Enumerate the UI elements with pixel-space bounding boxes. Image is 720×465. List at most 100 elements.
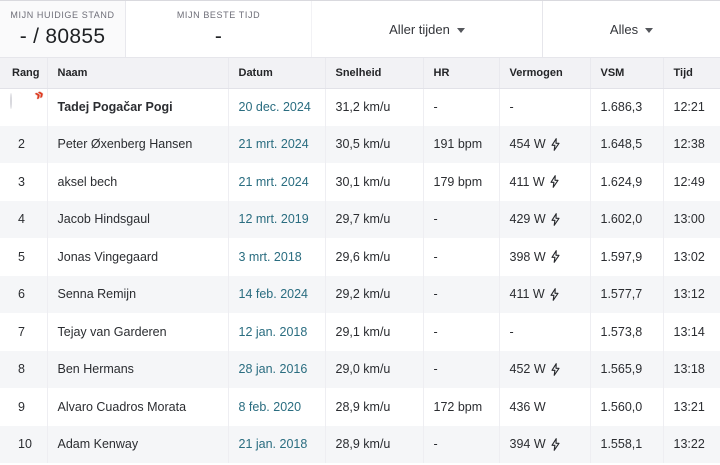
effort-date-link[interactable]: 21 jan. 2018 <box>238 437 308 452</box>
athlete-name: Tadej Pogačar Pogi <box>57 100 173 114</box>
effort-date-link[interactable]: 28 jan. 2016 <box>238 362 308 377</box>
effort-date-link[interactable]: 12 mrt. 2019 <box>238 212 309 227</box>
effort-date-link[interactable]: 14 feb. 2024 <box>238 287 309 302</box>
effort-date-link[interactable]: 12 jan. 2018 <box>238 324 308 339</box>
hr-cell: - <box>423 425 500 463</box>
chevron-down-icon <box>645 27 654 33</box>
hr-cell: - <box>423 275 500 313</box>
vsm-cell: 1.558,1 <box>590 425 664 463</box>
table-row: 5 » Jonas Vingegaard 3 mrt. 2018 29,6 km… <box>0 238 720 276</box>
vsm-cell: 1.577,7 <box>590 275 664 313</box>
rank-number: 3 <box>18 174 25 189</box>
power-meter-bolt-icon <box>551 437 560 451</box>
rank-cell: 2 » <box>0 125 48 163</box>
rank-cell: 6 » <box>0 275 48 313</box>
date-cell: 20 dec. 2024 <box>228 88 326 126</box>
vsm-cell: 1.624,9 <box>590 163 664 201</box>
column-header-vsm: VSM <box>590 58 664 89</box>
rank-cell: 3 » <box>0 163 48 201</box>
time-filter-dropdown[interactable]: Aller tijden <box>312 1 543 57</box>
athlete-name: Adam Kenway <box>57 437 139 452</box>
date-cell: 21 mrt. 2024 <box>228 125 326 163</box>
leaderboard-table: Rang Naam Datum Snelheid HR Vermogen VSM… <box>0 58 720 463</box>
vsm-cell: 1.686,3 <box>590 88 664 126</box>
rank-cell: 7 » <box>0 313 48 351</box>
column-header-rank: Rang <box>0 58 48 89</box>
date-cell: 14 feb. 2024 <box>228 275 326 313</box>
speed-cell: 29,1 km/u <box>325 313 424 351</box>
power-cell: 429 W <box>499 200 591 238</box>
best-time-stat: MIJN BESTE TIJD - <box>126 1 312 57</box>
power-cell: 452 W <box>499 350 591 388</box>
date-cell: 21 mrt. 2024 <box>228 163 326 201</box>
effort-date-link[interactable]: 21 mrt. 2024 <box>238 174 309 189</box>
speed-cell: 28,9 km/u <box>325 388 424 426</box>
column-header-speed: Snelheid <box>325 58 424 89</box>
athlete-name: Jonas Vingegaard <box>57 249 159 264</box>
date-cell: 3 mrt. 2018 <box>228 238 326 276</box>
rank-cell: 9 » <box>0 388 48 426</box>
table-row: 2 » Peter Øxenberg Hansen 21 mrt. 2024 3… <box>0 125 720 163</box>
category-filter-dropdown[interactable]: Alles <box>543 1 720 57</box>
effort-date-link[interactable]: 8 feb. 2020 <box>238 399 302 414</box>
athlete-name: Jacob Hindsgaul <box>57 212 150 227</box>
power-cell: - <box>499 313 591 351</box>
hr-cell: - <box>423 350 500 388</box>
hr-cell: 191 bpm <box>423 125 500 163</box>
power-meter-bolt-icon <box>551 250 560 264</box>
time-cell: 13:02 <box>673 249 705 264</box>
chevron-down-icon <box>456 27 465 33</box>
time-cell: 12:21 <box>673 100 705 114</box>
power-value: 454 W <box>509 137 546 152</box>
speed-cell: 29,6 km/u <box>325 238 424 276</box>
time-filter-label: Aller tijden <box>389 21 450 37</box>
date-cell: 12 mrt. 2019 <box>228 200 326 238</box>
athlete-name: Ben Hermans <box>57 362 134 377</box>
current-standing-label: MIJN HUIDIGE STAND <box>10 9 115 20</box>
hr-cell: - <box>423 88 500 126</box>
vsm-cell: 1.560,0 <box>590 388 664 426</box>
speed-cell: 29,0 km/u <box>325 350 424 388</box>
rank-number: 9 <box>18 399 25 414</box>
effort-date-link[interactable]: 20 dec. 2024 <box>238 100 311 114</box>
power-cell: - <box>499 88 591 126</box>
power-value: - <box>509 324 514 339</box>
vsm-cell: 1.565,9 <box>590 350 664 388</box>
power-meter-bolt-icon <box>550 175 559 189</box>
power-cell: 411 W <box>499 163 591 201</box>
name-cell: Jacob Hindsgaul <box>47 200 229 238</box>
vsm-cell: 1.597,9 <box>590 238 664 276</box>
leaderboard-topbar: MIJN HUIDIGE STAND - / 80855 MIJN BESTE … <box>0 0 720 58</box>
table-row: 9 » Alvaro Cuadros Morata 8 feb. 2020 28… <box>0 388 720 426</box>
best-time-label: MIJN BESTE TIJD <box>176 9 261 20</box>
speed-cell: 30,5 km/u <box>325 125 424 163</box>
table-row: 10 » Adam Kenway 21 jan. 2018 28,9 km/u … <box>0 425 720 463</box>
rank-number: 6 <box>18 287 25 302</box>
table-row: 6 » Senna Remijn 14 feb. 2024 29,2 km/u … <box>0 275 720 313</box>
name-cell: Jonas Vingegaard <box>47 238 229 276</box>
effort-date-link[interactable]: 21 mrt. 2024 <box>238 137 309 152</box>
time-cell: 13:21 <box>673 399 705 414</box>
rank-cell: 8 » <box>0 350 48 388</box>
column-header-hr: HR <box>423 58 500 89</box>
time-cell: 13:00 <box>673 212 705 227</box>
speed-cell: 31,2 km/u <box>325 88 424 126</box>
name-cell: Adam Kenway <box>47 425 229 463</box>
rank-cell: » <box>0 88 48 126</box>
rank-number: 10 <box>18 437 32 452</box>
athlete-name: Alvaro Cuadros Morata <box>57 399 187 414</box>
time-cell: 12:38 <box>673 137 705 152</box>
name-cell: Alvaro Cuadros Morata <box>47 388 229 426</box>
rank-cell: 10 » <box>0 425 48 463</box>
effort-date-link[interactable]: 3 mrt. 2018 <box>238 249 302 264</box>
athlete-name: aksel bech <box>57 174 118 189</box>
power-meter-bolt-icon <box>551 362 560 376</box>
power-cell: 398 W <box>499 238 591 276</box>
time-cell: 12:49 <box>673 174 705 189</box>
table-row: 4 » Jacob Hindsgaul 12 mrt. 2019 29,7 km… <box>0 200 720 238</box>
date-cell: 8 feb. 2020 <box>228 388 326 426</box>
power-value: 411 W <box>509 174 545 189</box>
power-value: 429 W <box>509 212 546 227</box>
athlete-name: Tejay van Garderen <box>57 324 167 339</box>
power-meter-bolt-icon <box>551 137 560 151</box>
